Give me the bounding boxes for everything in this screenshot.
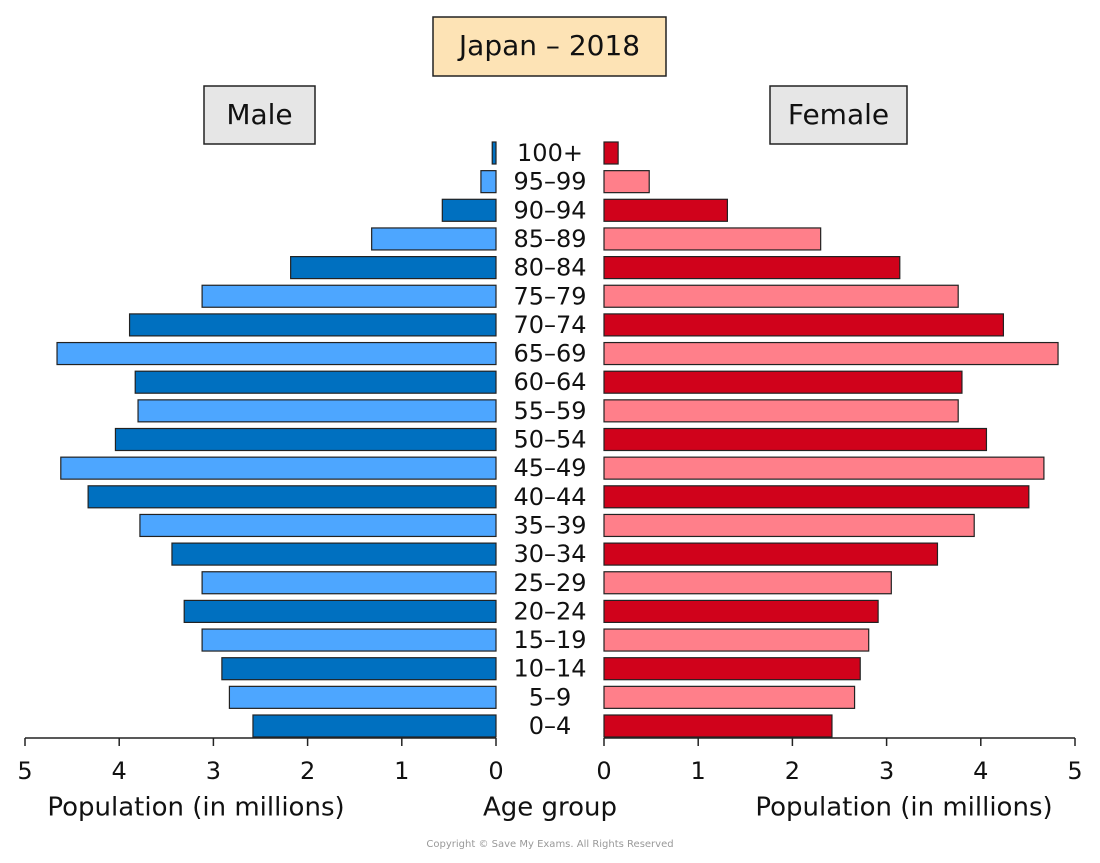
bar	[128, 313, 497, 337]
bar	[603, 141, 619, 165]
category-label: 25–29	[513, 569, 586, 597]
bar	[134, 370, 497, 394]
bar	[603, 714, 833, 738]
bar	[603, 170, 650, 194]
bar	[603, 256, 901, 280]
bar	[371, 227, 497, 251]
bar	[603, 313, 1005, 337]
category-label: 45–49	[513, 454, 586, 482]
x-axis-label: Population (in millions)	[755, 793, 1052, 823]
x-tick-label: 5	[1067, 757, 1082, 785]
title-box	[432, 16, 667, 77]
category-label: 75–79	[513, 282, 586, 310]
bar	[60, 456, 497, 480]
x-tick-label: 3	[206, 757, 221, 785]
x-tick-label: 2	[300, 757, 315, 785]
bar	[139, 513, 497, 538]
bar	[137, 399, 497, 423]
bar	[87, 485, 497, 509]
x-tick-label: 0	[596, 757, 611, 785]
bar	[603, 370, 963, 394]
x-tick-label: 5	[17, 757, 32, 785]
bar	[603, 685, 856, 709]
legend-box	[203, 85, 316, 145]
bar	[171, 542, 497, 566]
x-axis-label: Population (in millions)	[47, 793, 344, 823]
category-label: 0–4	[529, 712, 572, 740]
bar	[603, 284, 959, 308]
x-tick-label: 1	[691, 757, 706, 785]
category-label: 35–39	[513, 511, 586, 539]
category-label: 60–64	[513, 368, 586, 396]
bar	[603, 227, 822, 251]
category-label: 80–84	[513, 254, 586, 282]
bar	[603, 198, 729, 222]
category-label: 90–94	[513, 196, 586, 224]
category-label: 5–9	[529, 683, 572, 711]
bar	[603, 399, 959, 423]
x-tick-label: 4	[112, 757, 127, 785]
x-tick-label: 3	[879, 757, 894, 785]
bar	[114, 427, 497, 452]
category-label: 100+	[517, 139, 583, 167]
bar	[603, 513, 975, 538]
category-label: 85–89	[513, 225, 586, 253]
bar	[441, 198, 497, 222]
legend-label: Male	[226, 98, 292, 131]
bar	[603, 542, 939, 566]
x-tick-label: 4	[973, 757, 988, 785]
bar	[201, 628, 497, 652]
bar	[603, 571, 892, 595]
bar	[603, 599, 879, 624]
bar	[228, 685, 497, 709]
chart-title: Japan – 2018	[457, 29, 640, 62]
bar	[221, 657, 497, 681]
bar	[603, 427, 988, 452]
category-label: 10–14	[513, 655, 586, 683]
bar	[56, 341, 497, 366]
legend-box	[769, 85, 908, 145]
bar	[252, 714, 497, 738]
x-tick-label: 0	[488, 757, 503, 785]
bar	[603, 657, 861, 681]
category-label: 65–69	[513, 340, 586, 368]
bar	[480, 170, 497, 194]
copyright: Copyright © Save My Exams. All Rights Re…	[426, 839, 673, 850]
bar	[201, 571, 497, 595]
bar	[603, 341, 1059, 366]
category-label: 20–24	[513, 597, 586, 625]
legend-label: Female	[788, 98, 889, 131]
bar	[290, 256, 497, 280]
bar	[183, 599, 497, 624]
y-axis-label: Age group	[483, 793, 617, 823]
category-label: 50–54	[513, 426, 586, 454]
category-label: 30–34	[513, 540, 586, 568]
category-label: 15–19	[513, 626, 586, 654]
category-label: 70–74	[513, 311, 586, 339]
bar	[603, 485, 1030, 509]
bar	[603, 628, 870, 652]
x-tick-label: 1	[394, 757, 409, 785]
bar	[201, 284, 497, 308]
category-label: 55–59	[513, 397, 586, 425]
category-label: 40–44	[513, 483, 586, 511]
x-tick-label: 2	[785, 757, 800, 785]
bar	[603, 456, 1045, 480]
bar	[491, 141, 497, 165]
category-label: 95–99	[513, 168, 586, 196]
